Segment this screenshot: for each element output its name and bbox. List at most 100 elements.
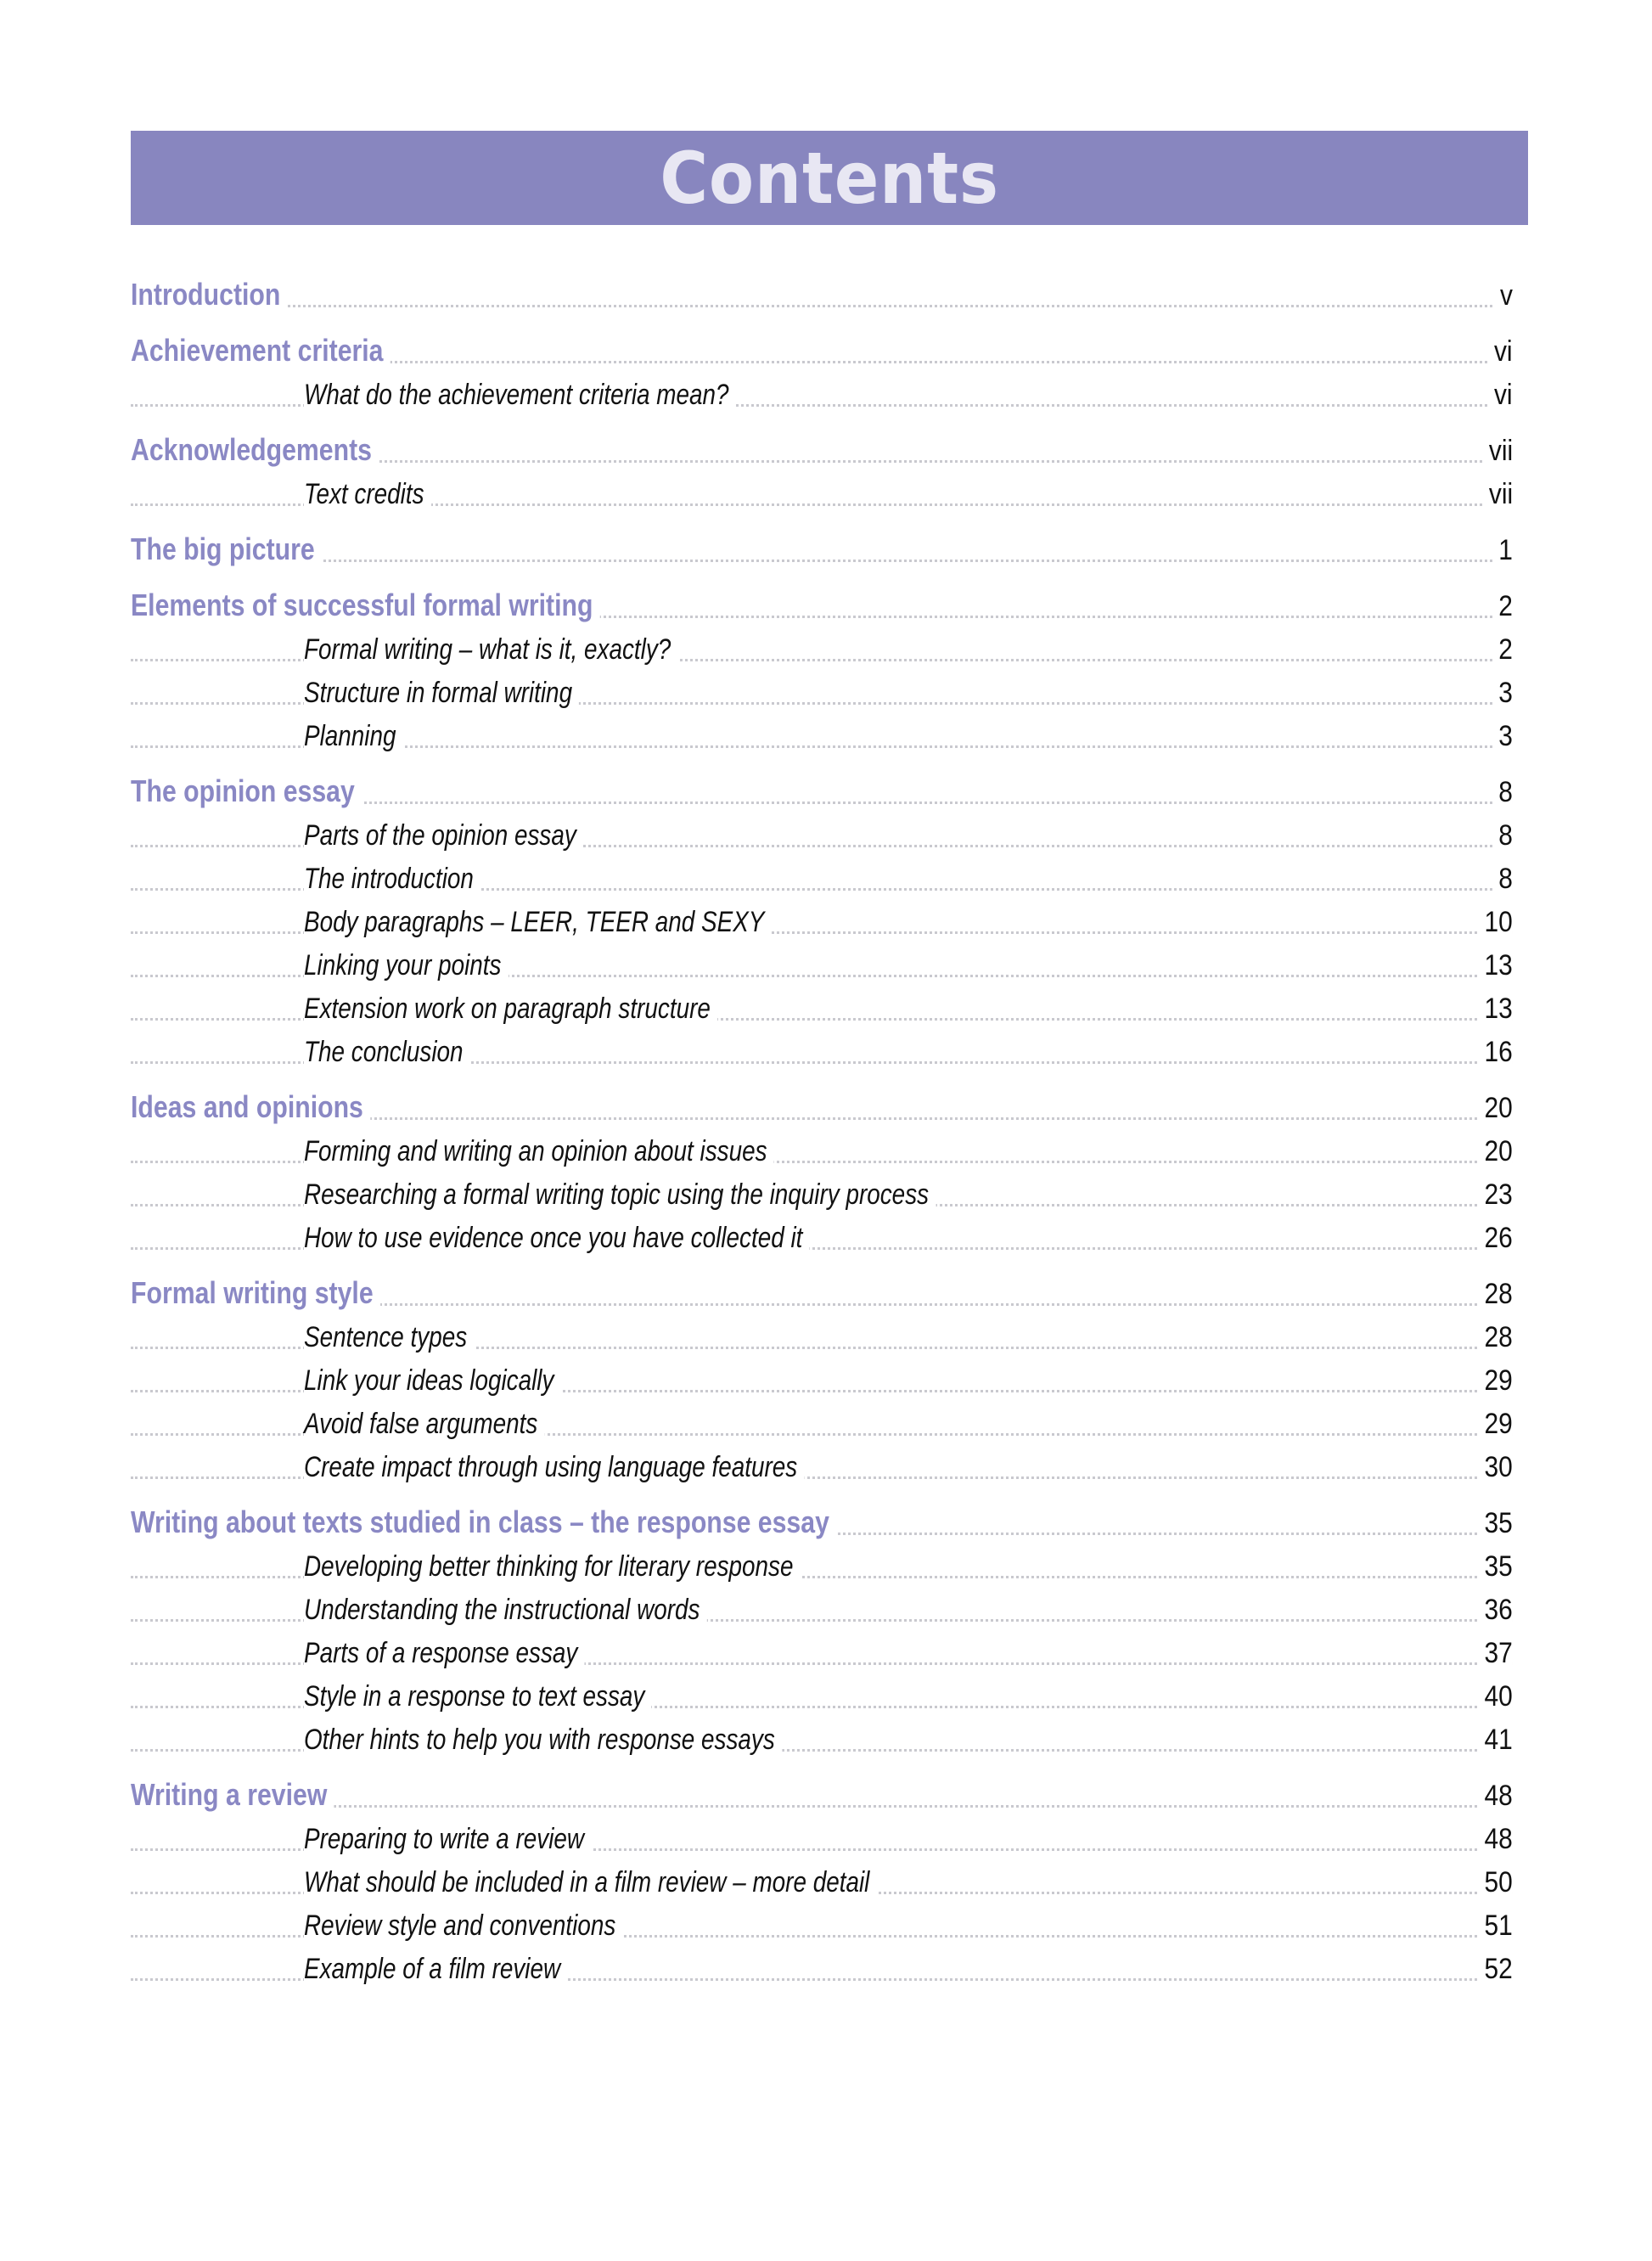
toc-subsection-entry-label: Structure in formal writing [304,677,580,710]
toc-subsection-entry-label: Body paragraphs – LEER, TEER and SEXY [304,906,772,939]
toc-subsection-entry[interactable]: Researching a formal writing topic using… [131,1175,1513,1218]
toc-subsection-entry-label: What should be included in a film review… [304,1866,877,1899]
toc-subsection-entry-label: Parts of the opinion essay [304,819,584,852]
toc-subsection-entry-label: Review style and conventions [304,1909,623,1943]
page-number: 20 [1478,1135,1513,1168]
page-number: 52 [1478,1953,1513,1986]
toc-section-entry[interactable]: Achievement criteria vi [131,332,1513,375]
toc-subsection-entry[interactable]: The conclusion 16 [131,1032,1513,1076]
toc-subsection-entry-label: Preparing to write a review [304,1823,592,1856]
toc-subsection-entry[interactable]: Preparing to write a review 48 [131,1819,1513,1863]
page-number: 40 [1478,1680,1513,1713]
dot-leader [131,659,1513,661]
dot-leader [131,1347,1513,1349]
page-number: 37 [1478,1637,1513,1670]
toc-subsection-entry-label: What do the achievement criteria mean? [304,379,736,412]
dot-leader [131,1433,1513,1436]
toc-subsection-entry-label: Forming and writing an opinion about iss… [304,1135,774,1168]
toc-subsection-entry-label: Developing better thinking for literary … [304,1550,801,1583]
toc-subsection-entry-label: Text credits [304,478,431,511]
toc-subsection-entry-label: Link your ideas logically [304,1364,561,1398]
toc-subsection-entry-label: Sentence types [304,1321,475,1354]
page-number: vii [1482,435,1513,468]
page-number: 13 [1478,993,1513,1026]
toc-section-entry[interactable]: Writing about texts studied in class – t… [131,1504,1513,1547]
toc-subsection-entry-label: Understanding the instructional words [304,1594,707,1627]
toc-subsection-entry[interactable]: Review style and conventions 51 [131,1906,1513,1949]
toc-subsection-entry-label: Avoid false arguments [304,1408,545,1441]
dot-leader [131,888,1513,891]
toc-subsection-entry[interactable]: Parts of a response essay 37 [131,1634,1513,1677]
page-number: 35 [1478,1507,1513,1540]
toc-section-entry[interactable]: Writing a review 48 [131,1776,1513,1819]
toc-section-entry[interactable]: The opinion essay 8 [131,773,1513,816]
table-of-contents: Introduction v Achievement criteria vi What … [131,276,1513,1993]
toc-subsection-entry[interactable]: Linking your points 13 [131,946,1513,989]
toc-subsection-entry[interactable]: The introduction 8 [131,859,1513,903]
toc-subsection-entry[interactable]: Formal writing – what is it, exactly? 2 [131,630,1513,673]
toc-subsection-entry[interactable]: What should be included in a film review… [131,1863,1513,1906]
toc-subsection-entry[interactable]: Avoid false arguments 29 [131,1404,1513,1448]
toc-subsection-entry[interactable]: Example of a film review 52 [131,1949,1513,1993]
dot-leader [131,361,1513,363]
page-number: 26 [1478,1222,1513,1255]
dot-leader [131,1619,1513,1622]
page-number: 20 [1478,1092,1513,1125]
toc-subsection-entry-label: Researching a formal writing topic using… [304,1178,936,1212]
toc-subsection-entry[interactable]: Understanding the instructional words 36 [131,1590,1513,1634]
page-number: 48 [1478,1780,1513,1813]
page-number: 8 [1492,776,1513,809]
page-number: vi [1488,379,1513,412]
toc-section-entry[interactable]: The big picture 1 [131,531,1513,574]
toc-section-entry[interactable]: Elements of successful formal writing 2 [131,587,1513,630]
toc-subsection-entry-label: Formal writing – what is it, exactly? [304,633,678,666]
dot-leader [131,1848,1513,1851]
dot-leader [131,801,1513,804]
dot-leader [131,745,1513,748]
toc-subsection-entry[interactable]: What do the achievement criteria mean? vi [131,375,1513,419]
toc-subsection-entry-label: Example of a film review [304,1953,568,1986]
page-number: 30 [1478,1451,1513,1484]
toc-subsection-entry[interactable]: Planning 3 [131,717,1513,760]
page-number: 10 [1478,906,1513,939]
dot-leader [131,305,1513,307]
toc-subsection-entry[interactable]: Forming and writing an opinion about iss… [131,1132,1513,1175]
toc-section-entry-label: Introduction [131,277,288,312]
dot-leader [131,1476,1513,1479]
page-number: 3 [1492,720,1513,753]
toc-subsection-entry[interactable]: Body paragraphs – LEER, TEER and SEXY 10 [131,903,1513,946]
toc-subsection-entry[interactable]: Other hints to help you with response es… [131,1720,1513,1763]
toc-subsection-entry[interactable]: Style in a response to text essay 40 [131,1677,1513,1720]
toc-subsection-entry-label: Create impact through using language fea… [304,1451,805,1484]
toc-subsection-entry[interactable]: Parts of the opinion essay 8 [131,816,1513,859]
dot-leader [131,1117,1513,1120]
dot-leader [131,1935,1513,1938]
toc-subsection-entry[interactable]: Link your ideas logically 29 [131,1361,1513,1404]
page-number: 29 [1478,1364,1513,1398]
toc-subsection-entry-label: Style in a response to text essay [304,1680,652,1713]
toc-section-entry-label: Acknowledgements [131,432,379,468]
toc-subsection-entry[interactable]: How to use evidence once you have collec… [131,1218,1513,1262]
toc-subsection-entry[interactable]: Developing better thinking for literary … [131,1547,1513,1590]
page-number: 8 [1492,819,1513,852]
toc-section-entry-label: Elements of successful formal writing [131,588,600,623]
toc-subsection-entry[interactable]: Create impact through using language fea… [131,1448,1513,1491]
dot-leader [131,616,1513,618]
toc-section-entry-label: The opinion essay [131,773,362,809]
toc-subsection-entry[interactable]: Extension work on paragraph structure 13 [131,989,1513,1032]
dot-leader [131,702,1513,705]
page-number: 41 [1478,1724,1513,1757]
toc-subsection-entry[interactable]: Sentence types 28 [131,1318,1513,1361]
page-number: 28 [1478,1278,1513,1311]
toc-section-entry[interactable]: Acknowledgements vii [131,431,1513,475]
page-number: 16 [1478,1036,1513,1069]
toc-subsection-entry[interactable]: Text credits vii [131,475,1513,518]
page-number: 23 [1478,1178,1513,1212]
toc-section-entry[interactable]: Formal writing style 28 [131,1274,1513,1318]
toc-subsection-entry[interactable]: Structure in formal writing 3 [131,673,1513,717]
toc-subsection-entry-label: The introduction [304,863,481,896]
toc-section-entry[interactable]: Introduction v [131,276,1513,319]
toc-section-entry[interactable]: Ideas and opinions 20 [131,1088,1513,1132]
toc-section-entry-label: Ideas and opinions [131,1089,371,1125]
toc-section-entry-label: Formal writing style [131,1275,381,1311]
